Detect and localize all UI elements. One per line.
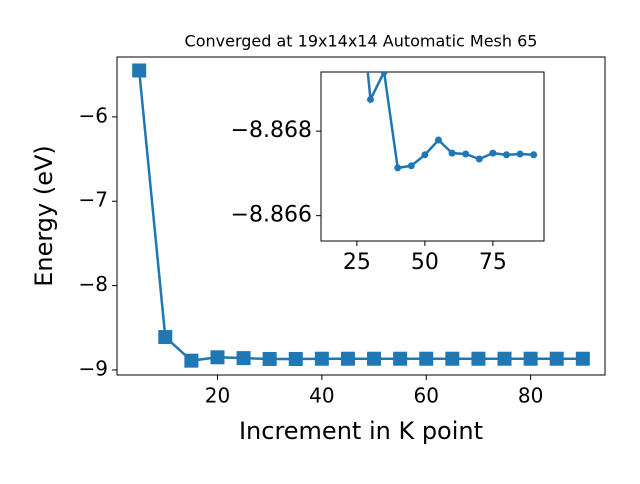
marker [502, 151, 510, 159]
marker [516, 150, 524, 158]
marker [489, 149, 497, 157]
marker [210, 350, 225, 365]
chart-title: Converged at 19x14x14 Automatic Mesh 65 [185, 32, 538, 51]
marker [262, 351, 277, 366]
x-axis-label: Increment in K point [239, 417, 483, 445]
marker [314, 351, 329, 366]
y-tick-label: −9 [79, 356, 108, 380]
x-tick-label: 80 [518, 384, 543, 408]
marker [523, 351, 538, 366]
marker [497, 351, 512, 366]
marker [184, 353, 199, 368]
y-axis-label: Energy (eV) [30, 145, 58, 287]
x-tick-label: 20 [205, 384, 230, 408]
x-tick-label: 75 [479, 250, 507, 275]
marker [366, 95, 374, 103]
marker [575, 351, 590, 366]
plot-clip [132, 63, 590, 368]
x-tick-label: 60 [414, 384, 439, 408]
y-tick-label: −7 [79, 188, 108, 212]
marker [288, 351, 303, 366]
marker [132, 63, 147, 78]
marker [393, 351, 408, 366]
y-tick-label: −8 [79, 272, 108, 296]
y-tick-label: −8.866 [231, 203, 312, 228]
marker [549, 351, 564, 366]
marker [445, 351, 460, 366]
x-tick-label: 40 [309, 384, 334, 408]
marker [471, 351, 486, 366]
marker [380, 72, 388, 76]
marker [419, 351, 434, 366]
marker [530, 151, 538, 159]
marker [236, 351, 251, 366]
y-tick-label: −6 [79, 103, 108, 127]
marker [462, 150, 470, 158]
marker [394, 164, 402, 172]
marker [434, 136, 442, 144]
marker [448, 149, 456, 157]
marker [421, 151, 429, 159]
marker [340, 351, 355, 366]
plot-area [320, 71, 545, 242]
marker [367, 351, 382, 366]
y-tick-label: −8.868 [231, 118, 312, 143]
marker [158, 330, 173, 345]
marker [407, 162, 415, 170]
x-tick-label: 25 [343, 250, 371, 275]
x-tick-label: 50 [411, 250, 439, 275]
marker [475, 155, 483, 163]
plot-clip [366, 72, 538, 172]
